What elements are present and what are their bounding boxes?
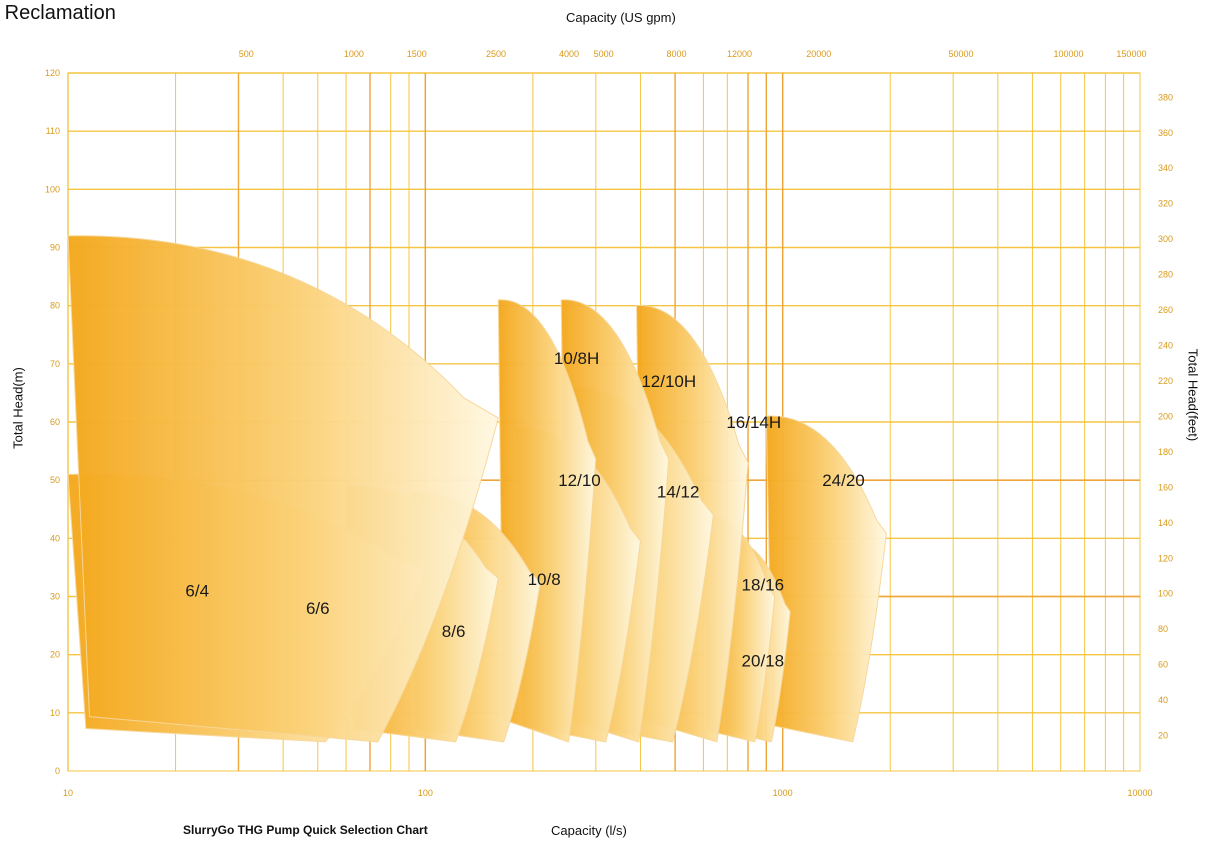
pump-labels: 6/4 6/6 8/6 10/8 10/8H 12/10 12/10H 14/12 16/14H… (185, 349, 864, 670)
chart-caption: SlurryGo THG Pump Quick Selection Chart (183, 823, 428, 837)
y2-tick-label: 240 (1158, 341, 1173, 351)
y2-tick-label: 180 (1158, 447, 1173, 457)
x2-tick-label: 5000 (594, 49, 614, 59)
x2-tick-label: 150000 (1116, 49, 1146, 59)
pump-label: 24/20 (822, 471, 865, 490)
y2-tick-label: 360 (1158, 128, 1173, 138)
pump-label: 12/10 (558, 471, 601, 490)
x2-tick-label: 20000 (806, 49, 831, 59)
x2-tick-label: 4000 (559, 49, 579, 59)
x2-tick-label: 50000 (948, 49, 973, 59)
x-tick-label: 10000 (1127, 788, 1152, 798)
pump-area (67, 235, 499, 743)
y-tick-label: 110 (46, 126, 60, 136)
pump-label: 20/18 (742, 651, 785, 670)
y-tick-label: 20 (50, 650, 60, 660)
pump-label: 10/8H (554, 349, 599, 368)
y2-tick-label: 20 (1158, 731, 1168, 741)
x2-tick-label: 1500 (407, 49, 427, 59)
pump-area (765, 415, 887, 743)
x2-tick-label: 100000 (1053, 49, 1083, 59)
x2-tick-label: 1000 (344, 49, 364, 59)
y2-tick-label: 120 (1158, 553, 1173, 563)
x2-tick-label: 2500 (486, 49, 506, 59)
y-tick-label: 100 (45, 184, 60, 194)
y2-tick-label: 40 (1158, 695, 1168, 705)
page-title: d Reclamation (0, 2, 116, 24)
x-tick-label: 10 (63, 788, 73, 798)
y-tick-label: 90 (50, 243, 60, 253)
pump-label: 8/6 (442, 622, 466, 641)
y-tick-label: 0 (55, 766, 60, 776)
pump-label: 6/4 (185, 582, 209, 601)
pump-label: 16/14H (726, 413, 781, 432)
x2-tick-label: 500 (239, 49, 254, 59)
y2-tick-label: 200 (1158, 411, 1173, 421)
y2-tick-label: 140 (1158, 518, 1173, 528)
y-tick-label: 60 (50, 417, 60, 427)
y-tick-label: 40 (50, 533, 60, 543)
y2-tick-label: 80 (1158, 624, 1168, 634)
pump-label: 14/12 (657, 483, 700, 502)
pump-curves (67, 235, 887, 743)
y2-tick-label: 340 (1158, 163, 1173, 173)
x-tick-label: 100 (418, 788, 433, 798)
y-tick-label: 70 (50, 359, 60, 369)
x-tick-label: 1000 (773, 788, 793, 798)
top-axis-title: Capacity (US gpm) (566, 10, 676, 25)
y2-tick-label: 300 (1158, 234, 1173, 244)
y2-tick-label: 100 (1158, 589, 1173, 599)
y2-tick-label: 280 (1158, 270, 1173, 280)
x2-tick-label: 12000 (727, 49, 752, 59)
bottom-axis-title: Capacity (l/s) (551, 823, 627, 838)
y2-tick-label: 160 (1158, 482, 1173, 492)
y2-tick-label: 260 (1158, 305, 1173, 315)
y-tick-label: 120 (45, 68, 60, 78)
y-tick-label: 10 (50, 708, 60, 718)
pump-label: 6/6 (306, 599, 330, 618)
y-tick-label: 80 (50, 301, 60, 311)
pump-label: 18/16 (742, 576, 785, 595)
y-tick-label: 30 (50, 592, 60, 602)
y2-tick-label: 220 (1158, 376, 1173, 386)
x2-tick-label: 8000 (667, 49, 687, 59)
y2-tick-label: 320 (1158, 199, 1173, 209)
pump-label: 10/8 (528, 570, 561, 589)
y-tick-label: 50 (50, 475, 60, 485)
pump-label: 12/10H (641, 372, 696, 391)
y2-tick-label: 380 (1158, 92, 1173, 102)
y2-tick-label: 60 (1158, 660, 1168, 670)
